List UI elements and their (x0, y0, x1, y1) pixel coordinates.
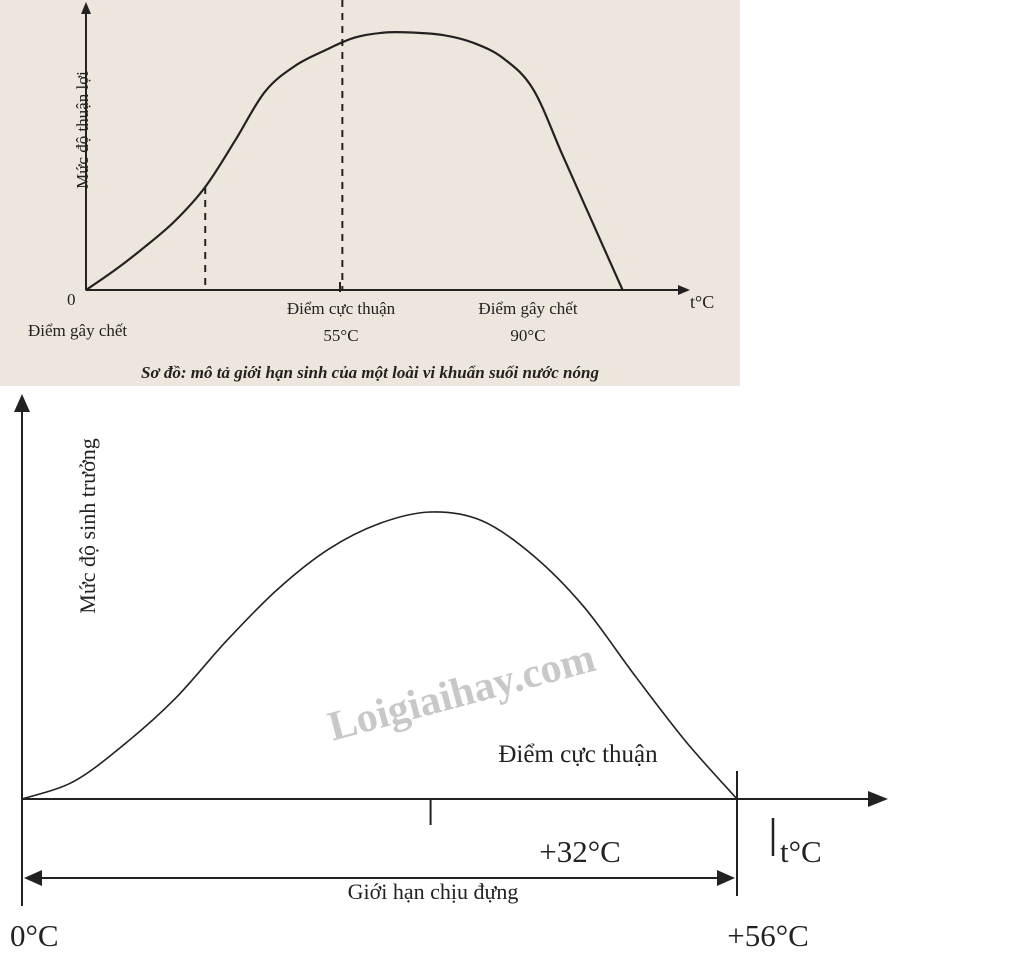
data-point (85, 289, 87, 291)
dashed-guides (204, 0, 344, 290)
data-point (442, 34, 445, 36)
annotation-zero: 0°C (10, 918, 59, 953)
series-group (85, 30, 624, 291)
annotation-optimum-value: 55°C (323, 326, 358, 345)
data-point (123, 743, 125, 746)
data-point (634, 674, 636, 677)
paper-background (0, 0, 740, 386)
annotation-lethal-high-value: 90°C (510, 326, 545, 345)
growth-limit-chart: Loigiaihay.com Mức độ sinh trưởng Điểm c… (0, 386, 1024, 960)
data-point (323, 49, 326, 52)
chart-bottom-svg: Loigiaihay.com Mức độ sinh trưởng Điểm c… (10, 394, 888, 953)
y-axis-label: Mức độ thuận lợi (73, 71, 92, 189)
data-point (225, 640, 228, 642)
hot-spring-bacteria-chart: Mức độ thuận lợi 0 t°C Điểm gây chết Điể… (0, 0, 740, 386)
data-point (736, 798, 738, 800)
chart-top-svg: Mức độ thuận lợi 0 t°C Điểm gây chết Điể… (0, 0, 740, 386)
x-axis-label: t°C (780, 834, 822, 869)
axes (14, 394, 888, 906)
data-point (327, 548, 330, 551)
data-point (591, 222, 594, 224)
data-point (21, 798, 23, 800)
origin-label: 0 (67, 290, 76, 309)
data-point (276, 588, 279, 591)
data-point (472, 42, 475, 44)
data-point (378, 522, 381, 525)
y-axis-arrow (14, 394, 30, 412)
x-axis-arrow (678, 285, 690, 295)
annotation-max: +56°C (727, 918, 809, 953)
data-point (264, 90, 266, 93)
y-axis-label: Mức độ sinh trưởng (75, 438, 100, 613)
data-point (413, 31, 415, 34)
data-point (532, 88, 534, 91)
data-point (685, 740, 687, 743)
data-point (621, 289, 624, 291)
data-point (429, 511, 432, 513)
data-point (582, 605, 585, 608)
series-group (21, 511, 738, 800)
data-point (115, 268, 117, 271)
data-point (234, 139, 236, 142)
x-axis-label: t°C (690, 292, 714, 312)
data-point (383, 31, 385, 34)
annotation-optimum: Điểm cực thuận (287, 299, 396, 318)
data-point (174, 219, 177, 222)
axes (81, 2, 690, 295)
data-point (480, 519, 483, 522)
y-axis-arrow (81, 2, 91, 14)
data-point (531, 554, 534, 556)
annotation-optimum: Điểm cực thuận (498, 741, 658, 768)
figure-caption: Sơ đồ: mô tả giới hạn sinh của một loài … (141, 363, 599, 382)
data-point (562, 155, 564, 157)
range-label: Giới hạn chịu đựng (348, 879, 519, 904)
data-point (293, 65, 296, 67)
annotation-optimum-value: +32°C (539, 834, 621, 869)
data-point (72, 780, 74, 783)
data-point (144, 245, 147, 248)
annotation-lethal-low: Điểm gây chết (28, 321, 127, 340)
data-point (353, 36, 356, 39)
annotation-lethal-high: Điểm gây chết (478, 299, 577, 318)
x-axis-arrow (868, 791, 888, 807)
watermark-logo: Loigiaihay.com (323, 635, 600, 750)
data-point (204, 186, 207, 188)
range-arrow-left (24, 870, 42, 886)
range-arrow-right (717, 870, 735, 886)
data-point (502, 57, 505, 60)
data-point (174, 697, 177, 700)
